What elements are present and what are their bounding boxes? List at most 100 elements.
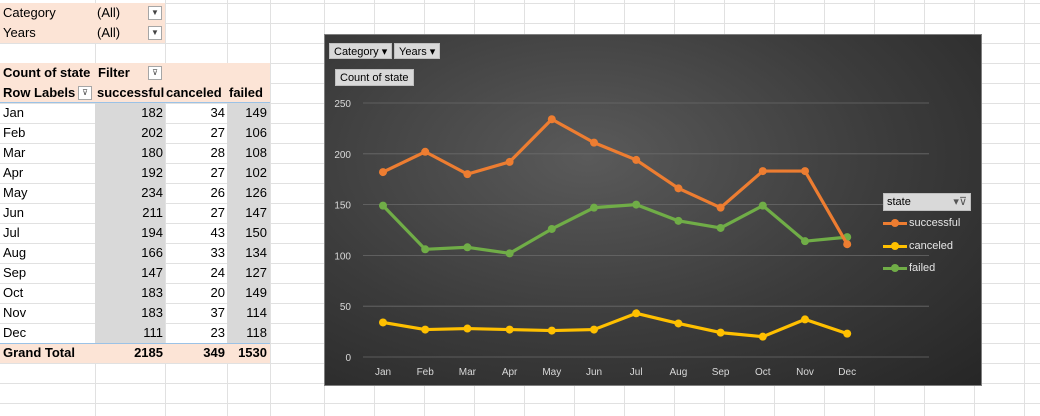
y-tick-label: 200 (334, 150, 351, 161)
data-point-failed (674, 216, 683, 225)
data-point-canceled (505, 325, 514, 334)
measure-header: Count of state (0, 63, 95, 83)
cell-failed: 149 (245, 285, 267, 300)
x-tick-label: Sep (712, 367, 730, 378)
data-point-successful (590, 138, 598, 147)
cell-canceled: 27 (210, 205, 225, 220)
filter-category-value: (All) (95, 3, 165, 23)
grand-total-row (0, 343, 270, 363)
cell-failed: 114 (246, 305, 267, 320)
row-label: May (3, 185, 28, 200)
cell-failed: 147 (245, 205, 267, 220)
line-plot: 0 50 100 150 200 250 Jan Feb Mar Apr May Jun Jul Aug S… (334, 99, 929, 378)
cell-failed: 134 (245, 245, 267, 260)
x-tick-label: Jan (375, 367, 391, 378)
cell-canceled: 34 (210, 105, 225, 120)
legend-label-canceled: canceled (909, 240, 954, 252)
col-header-failed[interactable]: failed (229, 85, 263, 100)
grand-total-canceled: 349 (203, 345, 225, 360)
data-point-successful (758, 167, 767, 176)
successful-column-fill (95, 103, 165, 343)
cell-successful: 192 (141, 165, 163, 180)
grand-total-label: Grand Total (3, 345, 75, 360)
cell-canceled: 27 (210, 125, 225, 140)
data-point-canceled (632, 309, 641, 318)
cell-successful: 183 (141, 285, 163, 300)
data-point-canceled (801, 315, 809, 324)
data-point-successful (421, 147, 430, 156)
pivot-chart[interactable]: Category ▾ Years ▾ Count of state 0 50 100… (324, 34, 982, 386)
cell-failed: 108 (245, 145, 267, 160)
cell-canceled: 20 (210, 285, 225, 300)
cell-canceled: 26 (210, 185, 225, 200)
data-point-successful (716, 203, 725, 212)
data-point-canceled (716, 328, 725, 337)
x-tick-label: Mar (459, 367, 477, 378)
cell-canceled: 27 (210, 165, 225, 180)
x-tick-label: Aug (670, 367, 688, 378)
col-header-canceled[interactable]: canceled (166, 85, 222, 100)
row-label: Apr (3, 165, 24, 180)
chart-category-filter-button[interactable]: Category ▾ (329, 43, 393, 59)
cell-successful: 234 (141, 185, 163, 200)
cell-successful: 194 (141, 225, 163, 240)
col-header-successful[interactable]: successful (97, 85, 165, 100)
data-point-canceled (758, 332, 767, 341)
data-point-canceled (547, 326, 556, 335)
legend-filter-icon: ▾⊽ (953, 196, 967, 208)
filter-years-value: (All) (95, 23, 165, 43)
cell-successful: 202 (141, 125, 163, 140)
legend-item-successful: successful (883, 215, 960, 231)
filter-category-label: Category (0, 3, 95, 23)
cell-failed: 150 (245, 225, 267, 240)
cell-failed: 126 (245, 185, 267, 200)
filter-years-dropdown[interactable]: ▼ (148, 26, 162, 40)
data-point-failed (716, 223, 725, 232)
data-point-failed (590, 203, 598, 212)
cell-canceled: 33 (210, 245, 225, 260)
data-point-successful (632, 155, 641, 164)
cell-successful: 183 (141, 305, 163, 320)
row-label: Jan (3, 105, 24, 120)
x-tick-label: Apr (502, 367, 518, 378)
data-point-failed (421, 245, 430, 254)
filter-category-dropdown[interactable]: ▼ (148, 6, 162, 20)
row-label: Nov (3, 305, 27, 320)
cell-canceled: 23 (210, 325, 225, 340)
legend-filter-button[interactable]: state ▾⊽ (883, 193, 971, 211)
y-tick-label: 50 (340, 302, 352, 313)
data-point-canceled (674, 319, 683, 328)
legend-title: state (887, 196, 911, 208)
column-labels-header: Filter (95, 63, 270, 83)
cell-canceled: 37 (210, 305, 225, 320)
data-point-failed (632, 200, 641, 209)
cell-canceled: 43 (210, 225, 225, 240)
data-point-successful (463, 170, 472, 179)
y-tick-label: 100 (334, 251, 351, 262)
legend-label-failed: failed (909, 262, 936, 274)
cell-failed: 149 (245, 105, 267, 120)
legend-item-failed: failed (883, 260, 935, 276)
grand-total-failed: 1530 (238, 345, 267, 360)
chart-years-filter-button[interactable]: Years ▾ (394, 43, 441, 59)
data-point-successful (379, 168, 387, 177)
row-label: Jun (3, 205, 24, 220)
row-label: Aug (3, 245, 27, 260)
cell-successful: 182 (141, 105, 163, 120)
row-filter-icon[interactable]: ⊽ (78, 86, 92, 100)
data-point-failed (547, 224, 556, 233)
series-line-successful (382, 117, 849, 246)
column-header-band (0, 83, 270, 103)
y-tick-label: 0 (345, 353, 351, 364)
data-point-canceled (843, 329, 852, 338)
legend-item-canceled: canceled (883, 238, 953, 254)
column-filter-icon[interactable]: ⊽ (148, 66, 162, 80)
data-point-canceled (379, 318, 387, 327)
row-label: Jul (3, 225, 20, 240)
cell-canceled: 24 (210, 265, 225, 280)
cell-failed: 102 (245, 165, 267, 180)
x-tick-label: Oct (755, 367, 771, 378)
chart-value-field-button[interactable]: Count of state (335, 69, 414, 86)
cell-canceled: 28 (210, 145, 225, 160)
legend-label-successful: successful (909, 217, 961, 229)
